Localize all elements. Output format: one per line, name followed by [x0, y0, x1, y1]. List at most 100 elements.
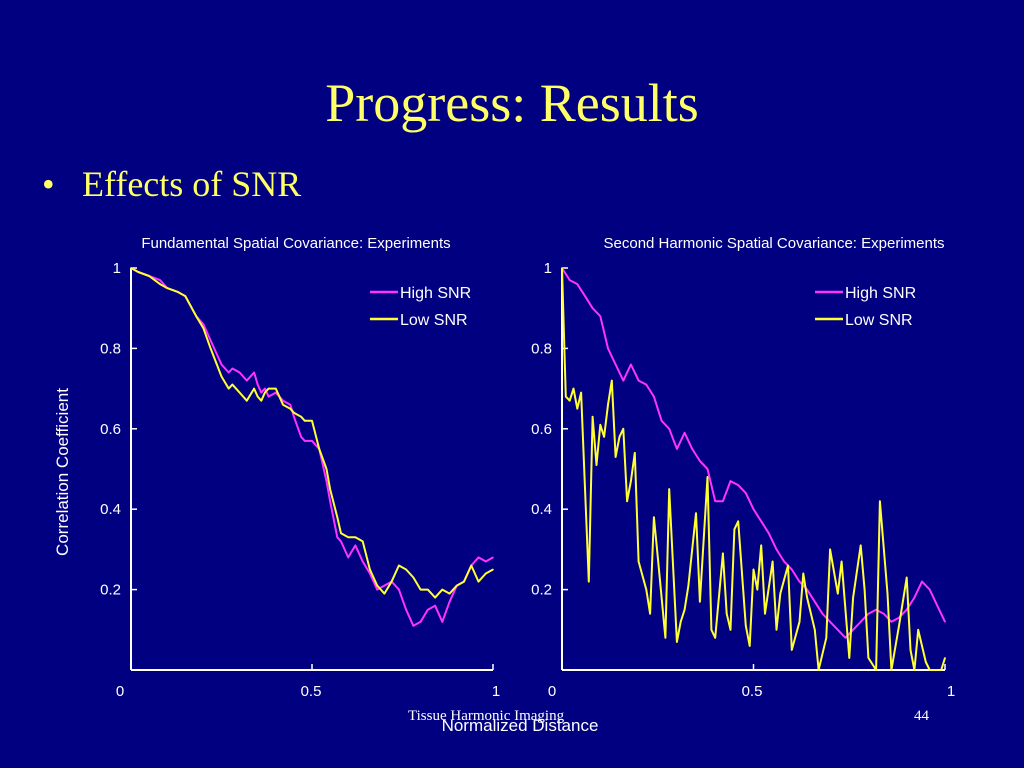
data-point [282, 399, 284, 402]
data-point [231, 367, 234, 370]
data-point [260, 391, 263, 394]
data-point [882, 612, 885, 615]
data-point [275, 387, 277, 390]
data-point [591, 415, 594, 418]
data-point [944, 621, 946, 623]
data-point [304, 420, 306, 422]
chart-title: Second Harmonic Spatial Covariance: Expe… [604, 235, 945, 252]
data-point [722, 500, 724, 503]
data-point [679, 621, 682, 623]
data-point [354, 544, 357, 547]
data-point [806, 596, 808, 599]
data-point [821, 612, 824, 615]
data-point [159, 279, 161, 281]
data-point [940, 669, 942, 671]
data-point [340, 540, 342, 543]
data-point [752, 508, 755, 511]
bullet-dot: • [42, 164, 55, 204]
data-point [683, 608, 686, 611]
data-point [653, 395, 655, 398]
data-point [771, 560, 774, 563]
data-point [649, 612, 651, 615]
data-point [336, 516, 339, 518]
data-point [227, 371, 230, 374]
data-point [695, 512, 697, 514]
page-number: 44 [914, 708, 929, 724]
data-point [304, 440, 306, 442]
data-point [300, 415, 302, 418]
data-point [859, 621, 862, 623]
y-tick-label: 0.2 [100, 582, 121, 599]
data-point [764, 612, 766, 615]
data-point [848, 657, 851, 659]
data-point [622, 428, 625, 430]
data-point [775, 629, 778, 631]
data-point [448, 592, 451, 595]
data-point [398, 564, 400, 567]
data-point [737, 484, 739, 486]
data-point [289, 407, 292, 410]
data-point [336, 536, 339, 539]
data-point [867, 657, 870, 659]
data-point [829, 548, 831, 551]
data-point [607, 403, 609, 406]
data-point [634, 452, 636, 454]
data-point [725, 612, 728, 615]
data-point [653, 516, 655, 518]
data-point [477, 556, 480, 559]
series-low-snr [130, 267, 494, 599]
y-tick-label: 1 [113, 260, 121, 277]
data-point [760, 544, 762, 547]
data-point [361, 540, 364, 543]
data-point [485, 572, 487, 575]
x-tick-label: 0 [116, 683, 124, 700]
data-point [311, 440, 313, 442]
data-point [311, 420, 313, 422]
data-point [852, 629, 854, 631]
data-point [492, 568, 494, 571]
data-point [745, 625, 747, 627]
data-point [463, 580, 465, 583]
data-point [844, 637, 847, 639]
data-point [456, 584, 458, 587]
data-point [614, 456, 617, 458]
data-point [427, 608, 429, 611]
data-point [202, 327, 205, 330]
data-point [434, 604, 436, 607]
data-point [676, 448, 678, 450]
legend-label: High SNR [845, 285, 916, 302]
data-point [913, 596, 916, 599]
data-point [657, 556, 659, 559]
data-point [256, 395, 259, 398]
data-point [837, 592, 839, 595]
data-point [637, 560, 640, 563]
data-point [289, 403, 292, 406]
data-point [412, 625, 415, 627]
data-point [714, 500, 716, 503]
data-point [729, 480, 732, 482]
slide-title: Progress: Results [325, 73, 699, 133]
data-point [361, 560, 364, 563]
data-point [137, 271, 139, 273]
data-point [264, 387, 266, 390]
data-point [256, 383, 259, 386]
data-point [148, 275, 150, 277]
data-point [427, 588, 429, 591]
data-point [630, 363, 632, 366]
data-point [376, 588, 379, 591]
data-point [722, 552, 724, 555]
data-point [253, 371, 255, 374]
data-point [390, 580, 393, 583]
data-point [909, 649, 912, 651]
data-point [944, 657, 946, 659]
data-point [898, 625, 900, 627]
data-point [791, 649, 793, 651]
data-point [683, 432, 686, 434]
data-point [779, 592, 782, 595]
data-point [852, 596, 854, 599]
data-point [159, 283, 161, 285]
data-point [668, 428, 670, 430]
footer-label: Tissue Harmonic Imaging [408, 708, 565, 724]
data-point [329, 488, 331, 490]
x-tick-label: 0.5 [742, 683, 763, 700]
